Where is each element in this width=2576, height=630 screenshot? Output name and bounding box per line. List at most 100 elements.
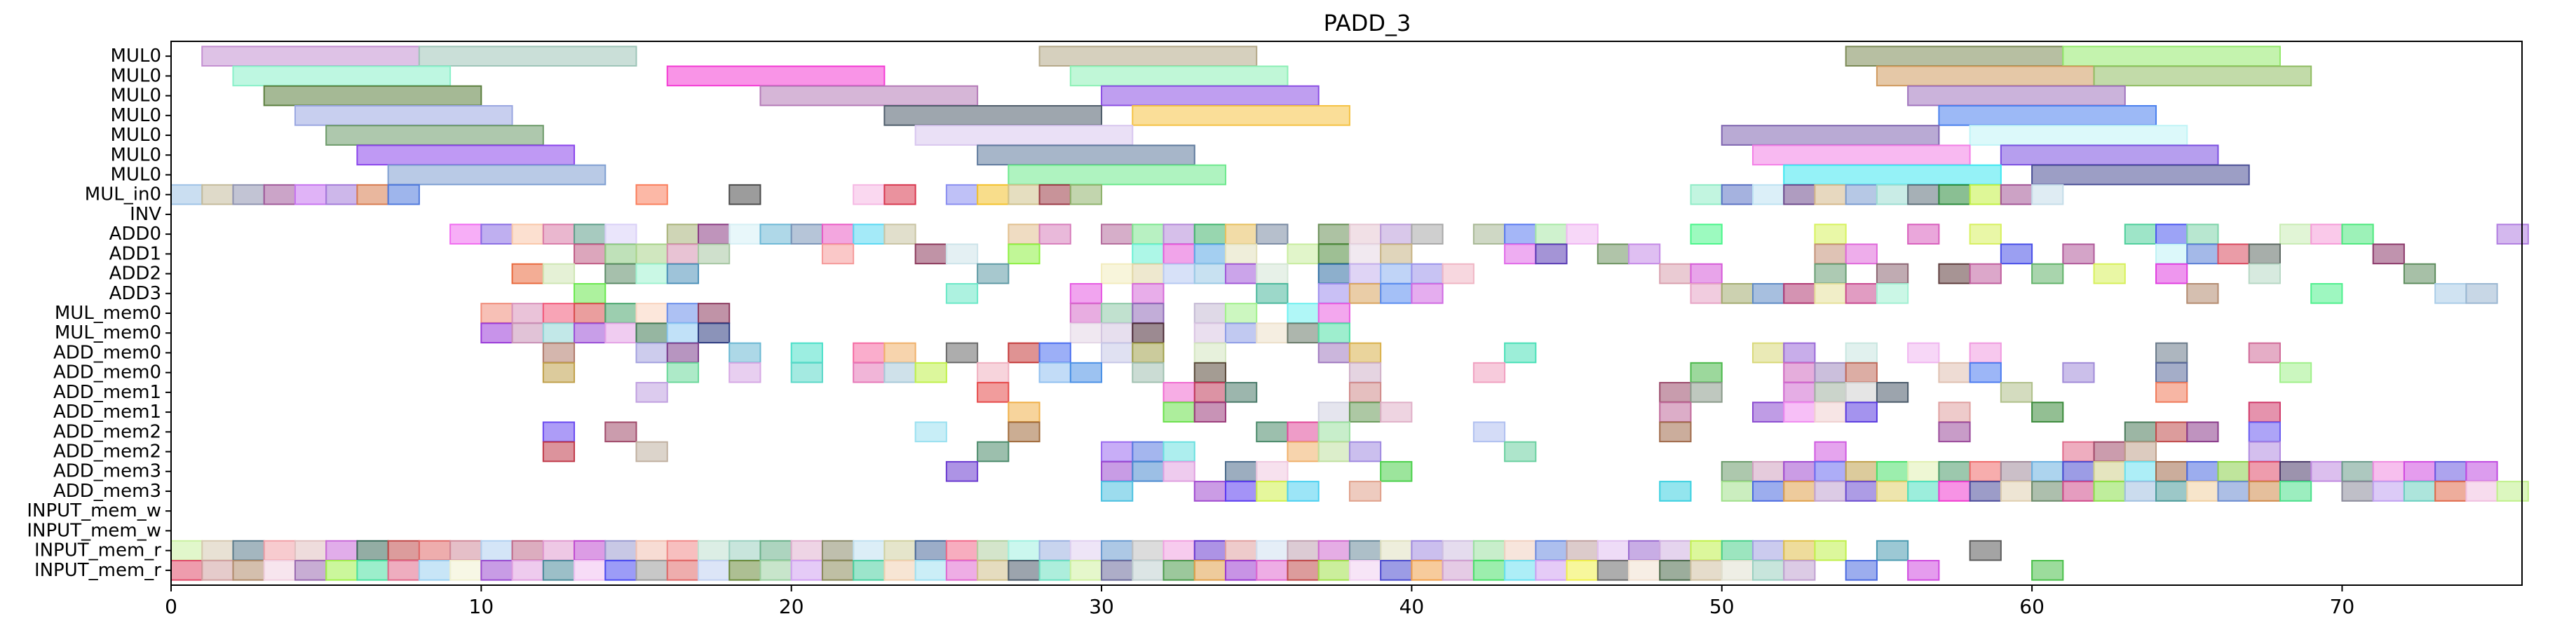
- y-tick-label: ADD0: [109, 224, 161, 245]
- gantt-bar: [1628, 540, 1661, 561]
- gantt-bar: [480, 540, 513, 561]
- gantt-bar: [1690, 224, 1723, 245]
- gantt-bar: [666, 263, 699, 285]
- gantt-bar: [511, 540, 544, 561]
- gantt-bar: [2186, 460, 2219, 482]
- gantt-bar: [945, 282, 979, 304]
- gantt-bar: [1472, 540, 1506, 561]
- gantt-bar: [1845, 481, 1878, 502]
- gantt-bar: [1132, 342, 1165, 364]
- gantt-bar: [2186, 481, 2219, 502]
- gantt-bar: [2186, 282, 2219, 304]
- gantt-bar: [1783, 342, 1816, 364]
- gantt-bar: [1751, 481, 1785, 502]
- gantt-bar: [1876, 460, 1909, 482]
- gantt-bar: [356, 144, 576, 166]
- gantt-bar: [1690, 263, 1723, 285]
- y-tick-label: MUL_mem0: [55, 303, 161, 324]
- gantt-bar: [1690, 382, 1723, 403]
- gantt-bar: [2186, 224, 2219, 245]
- gantt-bar: [2217, 481, 2250, 502]
- gantt-bar: [1751, 560, 1785, 581]
- gantt-bar: [1348, 481, 1382, 502]
- gantt-bar: [1038, 224, 1071, 245]
- gantt-bar: [2341, 481, 2374, 502]
- gantt-bar: [2124, 481, 2157, 502]
- y-tick-label: MUL0: [111, 46, 162, 67]
- gantt-bar: [542, 263, 576, 285]
- y-tick-label: MUL0: [111, 164, 162, 185]
- gantt-bar: [2031, 460, 2064, 482]
- gantt-bar: [1008, 184, 1040, 205]
- gantt-bar: [1193, 322, 1226, 344]
- gantt-bar: [1038, 362, 1071, 383]
- gantt-bar: [356, 560, 389, 581]
- gantt-bar: [1907, 184, 1940, 205]
- gantt-bar: [2310, 224, 2343, 245]
- gantt-bar: [232, 560, 265, 581]
- gantt-bar: [232, 65, 452, 87]
- gantt-bar: [945, 560, 979, 581]
- gantt-bar: [1876, 184, 1909, 205]
- gantt-bar: [914, 362, 947, 383]
- gantt-bar: [480, 560, 513, 581]
- gantt-bar: [1504, 540, 1537, 561]
- gantt-bar: [914, 125, 1134, 146]
- gantt-bar: [1566, 560, 1599, 581]
- gantt-bar: [542, 560, 576, 581]
- gantt-bar: [2000, 184, 2033, 205]
- gantt-bar: [1132, 322, 1165, 344]
- gantt-bar: [1132, 362, 1165, 383]
- gantt-bar: [2093, 263, 2126, 285]
- gantt-bar: [201, 540, 234, 561]
- gantt-bar: [697, 560, 731, 581]
- x-tick-label: 50: [1709, 595, 1735, 618]
- gantt-bar: [201, 184, 234, 205]
- gantt-bar: [1907, 85, 2126, 107]
- gantt-bar: [1751, 402, 1785, 423]
- gantt-bar: [2124, 224, 2157, 245]
- y-tick-label: MUL_in0: [85, 184, 161, 205]
- gantt-bar: [1101, 540, 1134, 561]
- gantt-bar: [977, 540, 1010, 561]
- gantt-bar: [2155, 460, 2188, 482]
- y-tick-label: INPUT_mem_r: [34, 540, 161, 561]
- gantt-bar: [1101, 224, 1134, 245]
- gantt-bar: [449, 224, 482, 245]
- y-tick-label: ADD2: [109, 263, 161, 285]
- gantt-bar: [790, 540, 823, 561]
- gantt-bar: [635, 184, 668, 205]
- gantt-bar: [1008, 164, 1226, 186]
- gantt-bar: [1256, 540, 1289, 561]
- gantt-bar: [2000, 243, 2033, 265]
- gantt-bar: [1287, 322, 1320, 344]
- gantt-bar: [1783, 282, 1816, 304]
- gantt-bar: [1348, 243, 1382, 265]
- gantt-bar: [2155, 481, 2188, 502]
- gantt-bar: [325, 560, 358, 581]
- gantt-bar: [1256, 322, 1289, 344]
- gantt-bar: [2248, 421, 2281, 443]
- gantt-bar: [1721, 282, 1754, 304]
- gantt-bar: [1193, 481, 1226, 502]
- gantt-bar: [2310, 282, 2343, 304]
- gantt-bar: [666, 342, 699, 364]
- gantt-bar: [1069, 282, 1103, 304]
- gantt-bar: [1380, 460, 1413, 482]
- gantt-bar: [790, 560, 823, 581]
- gantt-bar: [1317, 243, 1350, 265]
- bars-layer: [170, 46, 2529, 581]
- gantt-bar: [542, 303, 576, 324]
- gantt-bar: [790, 342, 823, 364]
- gantt-bar: [2062, 243, 2095, 265]
- gantt-bar: [2093, 65, 2312, 87]
- gantt-bar: [1008, 402, 1040, 423]
- gantt-bar: [853, 540, 886, 561]
- gantt-bar: [2000, 481, 2033, 502]
- y-tick-label: ADD1: [109, 243, 161, 264]
- gantt-bar: [2372, 243, 2405, 265]
- gantt-bar: [853, 184, 886, 205]
- gantt-bar: [2496, 224, 2529, 245]
- gantt-bar: [883, 560, 916, 581]
- gantt-bar: [1348, 282, 1382, 304]
